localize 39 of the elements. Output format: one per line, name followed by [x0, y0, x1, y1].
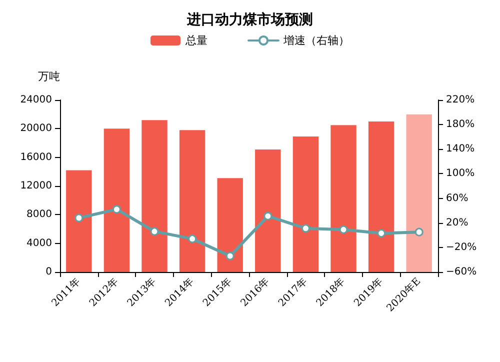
y2-tick-label: 180% — [446, 119, 475, 130]
y-tick-label: 4000 — [26, 238, 52, 249]
point — [301, 224, 310, 233]
bar — [66, 170, 92, 272]
y2-tick-label: 100% — [446, 168, 475, 180]
point — [112, 205, 121, 214]
y-tick-label: 12000 — [20, 180, 52, 192]
bar — [330, 125, 356, 272]
bar — [142, 120, 168, 272]
y-tick-label: 24000 — [20, 94, 52, 106]
y-axis-title: 万吨 — [38, 70, 60, 83]
y2-tick-label: −60% — [446, 266, 477, 278]
bar — [255, 149, 281, 272]
chart-title: 进口动力煤市场预测 — [186, 11, 313, 28]
bar — [368, 122, 394, 272]
point — [150, 227, 159, 236]
y2-tick-label: 20% — [446, 217, 468, 228]
y-tick-label: 20000 — [20, 123, 52, 134]
y2-tick-label: −20% — [446, 242, 477, 253]
bar — [217, 178, 243, 272]
bar — [104, 128, 130, 272]
y-tick-label: 0 — [46, 266, 52, 278]
point — [74, 214, 84, 222]
point — [226, 252, 234, 260]
legend-label: 增速（右轴） — [282, 34, 350, 47]
bar — [292, 136, 319, 272]
point — [339, 225, 348, 234]
bar — [406, 114, 432, 272]
point — [264, 212, 272, 220]
point — [414, 228, 424, 236]
y2-tick-label: 60% — [446, 192, 468, 204]
bar — [179, 130, 206, 272]
point — [377, 229, 386, 238]
point — [188, 234, 197, 244]
y2-tick-label: 140% — [446, 144, 475, 155]
y-tick-label: 8000 — [26, 209, 52, 220]
legend-label: 总量 — [184, 34, 208, 47]
y2-tick-label: 220% — [446, 94, 475, 106]
y-tick-label: 16000 — [20, 152, 52, 163]
